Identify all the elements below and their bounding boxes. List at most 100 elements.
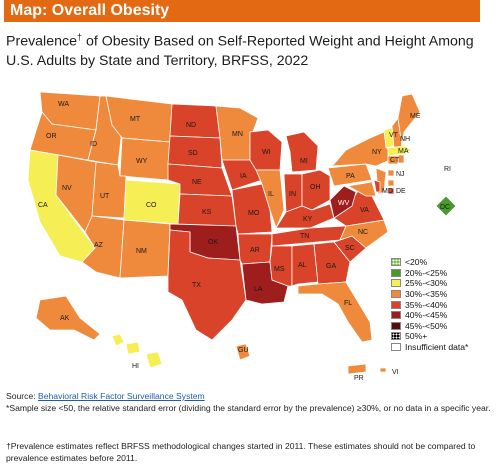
label-MN: MN	[232, 131, 243, 138]
state-DC[interactable]	[435, 195, 457, 217]
legend-label: 45%-<50%	[405, 320, 448, 331]
label-DC: DC	[440, 204, 450, 211]
subtitle-dagger: †	[76, 32, 82, 42]
label-OH: OH	[310, 184, 321, 191]
label-MS: MS	[274, 266, 285, 273]
label-GA: GA	[326, 263, 336, 270]
source-prefix: Source:	[6, 391, 39, 401]
legend-label: Insufficient data*	[405, 342, 469, 353]
label-AZ: AZ	[94, 242, 104, 249]
state-HI-2[interactable]	[125, 341, 141, 355]
legend-item: <20%	[391, 257, 468, 268]
label-UT: UT	[100, 193, 110, 200]
label-CT: CT	[390, 157, 400, 164]
label-ME: ME	[410, 113, 421, 120]
label-NH: NH	[400, 136, 410, 143]
label-CA: CA	[38, 202, 48, 209]
legend-item: 20%-<25%	[391, 268, 468, 279]
legend-item: 40%-<45%	[391, 310, 468, 321]
legend-swatch	[391, 279, 401, 288]
legend-label: 25%-<30%	[405, 278, 448, 289]
state-MD[interactable]	[347, 181, 377, 197]
state-WV[interactable]	[329, 185, 357, 219]
label-MA: MA	[398, 148, 409, 155]
state-FL[interactable]	[297, 281, 373, 343]
label-WV: WV	[338, 200, 350, 207]
page-title: Map: Overall Obesity	[10, 2, 170, 19]
legend-label: 30%-<35%	[405, 289, 448, 300]
legend-swatch	[391, 332, 401, 341]
label-HI: HI	[132, 363, 139, 370]
label-NE: NE	[192, 179, 202, 186]
label-IN: IN	[289, 191, 296, 198]
us-obesity-map: WA OR CA NV ID MT WY UT CO AZ NM ND SD N…	[27, 92, 457, 382]
label-DE: DE	[396, 188, 406, 195]
state-PA[interactable]	[327, 163, 373, 187]
state-RI[interactable]	[397, 154, 405, 164]
label-AL: AL	[298, 262, 307, 269]
label-FL: FL	[344, 300, 352, 307]
state-ND[interactable]	[169, 103, 221, 139]
label-VI: VI	[392, 369, 399, 376]
legend-swatch	[391, 268, 401, 277]
state-VI[interactable]	[379, 367, 387, 373]
legend-swatch	[391, 311, 401, 320]
legend-item: 30%-<35%	[391, 289, 468, 300]
legend-swatch	[391, 321, 401, 330]
state-AK[interactable]	[35, 295, 101, 341]
callout-NJ[interactable]	[387, 169, 395, 177]
page-header: Map: Overall Obesity	[4, 0, 480, 22]
label-LA: LA	[254, 286, 263, 293]
legend-item: 50%+	[391, 331, 468, 342]
state-MA[interactable]	[387, 145, 413, 157]
label-WI: WI	[262, 149, 271, 156]
callout-MD[interactable]	[387, 179, 395, 187]
label-NV: NV	[62, 185, 72, 192]
source-link[interactable]: Behavioral Risk Factor Surveillance Syst…	[38, 391, 205, 401]
label-OK: OK	[208, 239, 218, 246]
label-AR: AR	[250, 247, 260, 254]
state-HI-3[interactable]	[145, 351, 163, 369]
label-TN: TN	[300, 233, 309, 240]
legend-swatch	[391, 290, 401, 299]
source-line: Source: Behavioral Risk Factor Surveilla…	[6, 391, 491, 403]
label-ID: ID	[90, 141, 97, 148]
state-CT[interactable]	[387, 155, 399, 165]
label-VA: VA	[360, 207, 369, 214]
label-WY: WY	[136, 158, 148, 165]
legend-swatch	[391, 300, 401, 309]
legend-item: 45%-<50%	[391, 321, 468, 332]
label-CO: CO	[146, 202, 157, 209]
label-KS: KS	[202, 209, 212, 216]
state-KY[interactable]	[275, 203, 335, 229]
legend-item: 35%-<40%	[391, 299, 468, 310]
label-NM: NM	[136, 248, 147, 255]
legend-label: 50%+	[405, 331, 428, 342]
state-PR[interactable]	[347, 363, 367, 375]
state-HI[interactable]	[111, 333, 125, 347]
legend-label: 40%-<45%	[405, 310, 448, 321]
map-subtitle: Prevalence† of Obesity Based on Self-Rep…	[6, 28, 486, 71]
label-SC: SC	[345, 245, 355, 252]
state-GA[interactable]	[313, 241, 351, 285]
state-DE[interactable]	[373, 179, 381, 193]
label-MD: MD	[382, 188, 393, 195]
label-RI: RI	[444, 166, 451, 173]
legend-item: 25%-<30%	[391, 278, 468, 289]
label-TX: TX	[192, 282, 201, 289]
state-MI[interactable]	[285, 131, 319, 173]
subtitle-text-2: of Obesity Based on Self-Reported Weight…	[6, 33, 474, 69]
callout-DE[interactable]	[387, 187, 395, 195]
label-KY: KY	[303, 216, 313, 223]
label-OR: OR	[46, 133, 57, 140]
label-SD: SD	[188, 150, 198, 157]
label-NJ: NJ	[396, 171, 405, 178]
state-AL[interactable]	[291, 243, 319, 287]
label-PR: PR	[354, 375, 364, 382]
legend-label: <20%	[405, 257, 428, 268]
label-IA: IA	[240, 173, 247, 180]
label-WA: WA	[58, 101, 69, 108]
legend-label: 35%-<40%	[405, 299, 448, 310]
state-GU[interactable]	[235, 343, 251, 361]
legend-swatch	[391, 343, 401, 352]
